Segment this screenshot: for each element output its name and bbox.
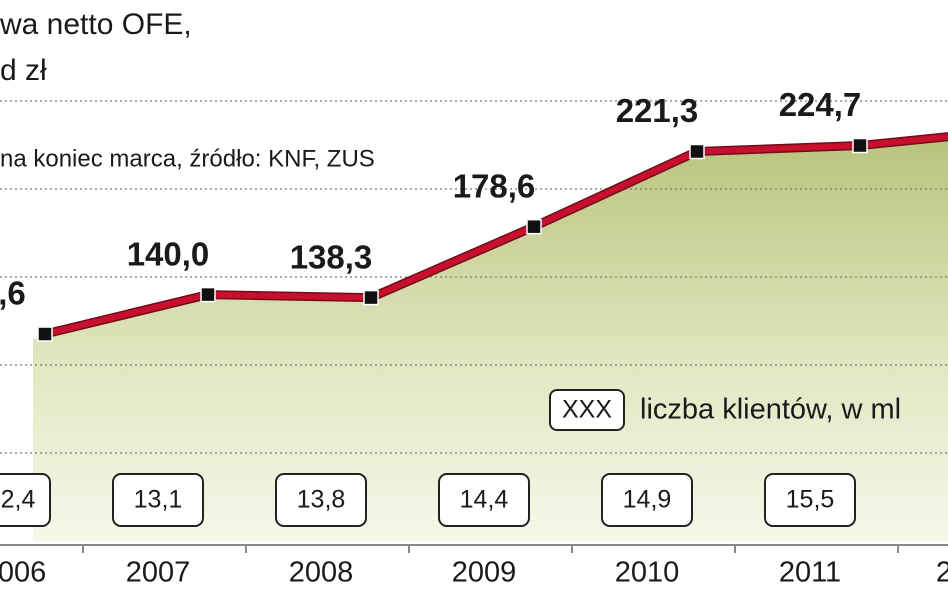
x-tick-label: 2010 [615, 557, 680, 589]
data-label: 221,3 [616, 92, 699, 129]
data-label: ,6 [0, 275, 26, 312]
client-label: 15,5 [786, 486, 835, 514]
point [37, 326, 53, 342]
data-label: 138,3 [290, 238, 373, 275]
data-label: 224,7 [779, 86, 862, 123]
area [33, 136, 948, 541]
client-label: 13,8 [297, 486, 346, 514]
data-label: 140,0 [127, 235, 210, 272]
client-box [764, 473, 856, 527]
x-tick-label: 006 [0, 557, 46, 589]
point [200, 286, 216, 303]
client-box [438, 473, 530, 527]
client-box [112, 473, 204, 527]
point [363, 289, 379, 306]
point [852, 137, 868, 154]
client-label: 14,9 [623, 486, 672, 514]
x-tick-label: 2009 [452, 557, 517, 589]
point [689, 143, 705, 160]
x-tick-label: 2 [936, 557, 948, 589]
legend-label: liczba klientów, w ml [640, 394, 901, 426]
client-box [275, 473, 367, 527]
client-box [0, 473, 51, 527]
client-label: 13,1 [134, 486, 183, 514]
client-box [601, 473, 693, 527]
legend-swatch [549, 389, 625, 431]
legend-swatch-label: XXX [562, 396, 612, 424]
client-label: 14,4 [460, 486, 509, 514]
client-label: 2,4 [1, 486, 36, 514]
chart-note: na koniec marca, źródło: KNF, ZUS [0, 145, 375, 172]
x-tick-label: 2011 [779, 557, 841, 589]
point [526, 218, 542, 235]
x-tick-label: 2007 [126, 557, 191, 589]
chart-subtitle: d zł [0, 54, 47, 87]
chart-title: wa netto OFE, [0, 8, 192, 41]
data-label: 178,6 [453, 167, 536, 204]
x-tick-label: 2008 [289, 557, 354, 589]
